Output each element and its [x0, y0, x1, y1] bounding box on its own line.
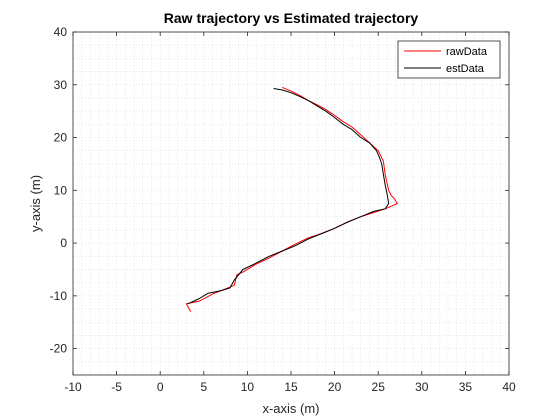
x-tick-label: -10 [64, 380, 82, 394]
chart-title: Raw trajectory vs Estimated trajectory [164, 10, 419, 26]
x-tick-labels: -10 -5 0 5 10 15 20 25 30 35 40 [64, 380, 516, 394]
y-tick-labels: -20 -10 0 10 20 30 40 [50, 25, 68, 356]
legend-box [397, 40, 501, 79]
x-axis-label: x-axis (m) [262, 401, 319, 416]
series-line-estdata [187, 88, 390, 305]
x-tick-label: 5 [200, 380, 207, 394]
x-tick-label: 40 [502, 380, 516, 394]
y-tick-label: 40 [54, 25, 68, 39]
legend: rawData estData [397, 40, 501, 79]
y-tick-label: 30 [54, 78, 68, 92]
y-axis-label: y-axis (m) [28, 175, 43, 232]
x-tick-label: -5 [111, 380, 122, 394]
ticks [72, 31, 510, 375]
y-tick-label: -10 [50, 289, 68, 303]
y-tick-label: 10 [54, 183, 68, 197]
x-tick-label: 35 [459, 380, 473, 394]
y-tick-label: 0 [60, 236, 67, 250]
x-tick-label: 25 [372, 380, 386, 394]
x-tick-label: 20 [328, 380, 342, 394]
y-tick-label: 20 [54, 131, 68, 145]
x-tick-label: 10 [241, 380, 255, 394]
x-tick-label: 0 [157, 380, 164, 394]
x-tick-label: 30 [415, 380, 429, 394]
legend-label-rawdata: rawData [446, 46, 488, 58]
x-tick-label: 15 [284, 380, 298, 394]
legend-label-estdata: estData [446, 63, 485, 75]
y-tick-label: -20 [50, 342, 68, 356]
series-layer [185, 86, 398, 312]
